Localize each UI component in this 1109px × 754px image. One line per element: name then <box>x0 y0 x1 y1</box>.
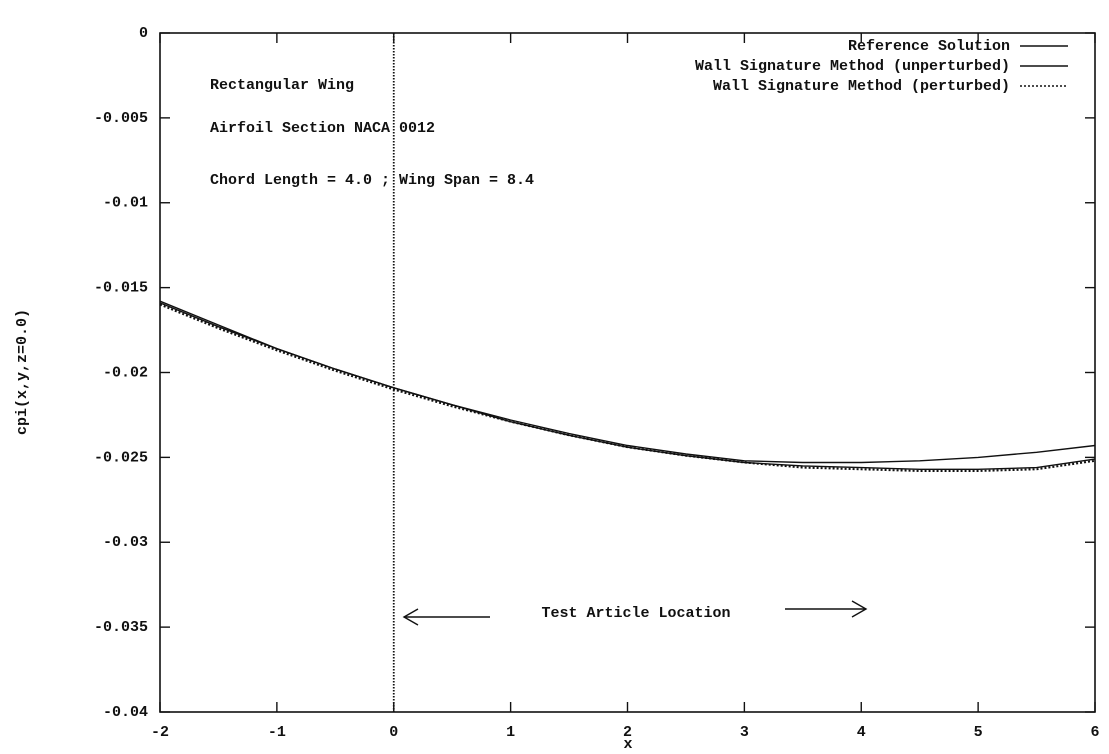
series-line <box>159 302 1096 470</box>
series-line <box>159 300 1096 464</box>
y-tick-label: -0.03 <box>103 534 148 551</box>
legend-label: Wall Signature Method (perturbed) <box>713 78 1010 95</box>
annotation: Chord Length = 4.0 ; Wing Span = 8.4 <box>210 172 534 189</box>
y-tick-label: -0.01 <box>103 195 148 212</box>
series-line <box>159 303 1096 472</box>
annotation: Rectangular Wing <box>210 77 354 94</box>
x-tick-label: 4 <box>857 724 866 741</box>
y-axis-label: cpi(x,y,z=0.0) <box>14 309 31 435</box>
x-tick-label: 1 <box>506 724 515 741</box>
legend-label: Wall Signature Method (unperturbed) <box>695 58 1010 75</box>
x-tick-label: 5 <box>974 724 983 741</box>
x-tick-label: -1 <box>268 724 286 741</box>
y-tick-label: 0 <box>139 25 148 42</box>
x-axis-label: x <box>623 736 632 753</box>
legend-label: Reference Solution <box>848 38 1010 55</box>
x-tick-label: 0 <box>389 724 398 741</box>
x-tick-label: 6 <box>1090 724 1099 741</box>
annotation: Test Article Location <box>541 605 730 622</box>
annotation: Airfoil Section NACA 0012 <box>210 120 435 137</box>
y-tick-label: -0.005 <box>94 110 148 127</box>
y-tick-label: -0.025 <box>94 449 148 466</box>
x-tick-label: -2 <box>151 724 169 741</box>
y-tick-label: -0.015 <box>94 280 148 297</box>
arrow <box>402 600 868 626</box>
y-tick-label: -0.02 <box>103 364 148 381</box>
y-tick-label: -0.04 <box>103 704 148 721</box>
x-tick-label: 3 <box>740 724 749 741</box>
x-tick-label: 2 <box>623 724 632 741</box>
y-tick-label: -0.035 <box>94 619 148 636</box>
